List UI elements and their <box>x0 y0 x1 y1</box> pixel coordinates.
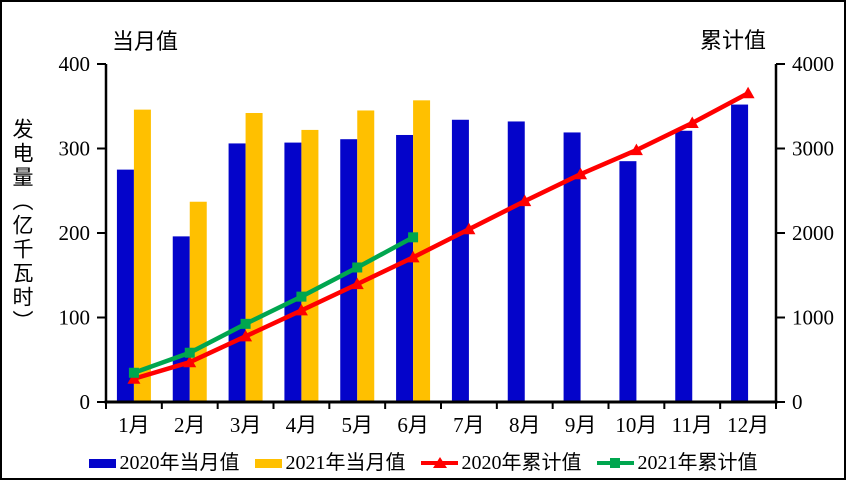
bar-2020年当月值-7月 <box>451 119 469 403</box>
marker-triangle-2020年累计值-6月 <box>406 250 420 263</box>
marker-triangle-2020年累计值-10月 <box>629 143 643 156</box>
legend-line-triangle-icon <box>420 456 458 470</box>
bar-2021年当月值-1月 <box>133 109 151 402</box>
right-axis-title: 累计值 <box>700 28 767 53</box>
legend-item-2020-monthly: 2020年当月值 <box>88 452 240 474</box>
x-tick-label-2月: 2月 <box>174 413 206 437</box>
right-tick-label-0: 0 <box>792 390 803 414</box>
bar-2021年当月值-5月 <box>357 110 375 402</box>
legend-label: 2020年当月值 <box>119 452 240 474</box>
x-tick-label-1月: 1月 <box>118 413 150 437</box>
x-tick-label-9月: 9月 <box>565 413 597 437</box>
marker-triangle-2020年累计值-9月 <box>574 167 588 180</box>
bar-2021年当月值-4月 <box>301 129 319 402</box>
marker-square-2021年累计值-6月 <box>408 232 419 243</box>
x-tick-label-4月: 4月 <box>286 413 318 437</box>
right-tick-label-1000: 1000 <box>792 306 834 330</box>
bar-2021年当月值-2月 <box>189 201 207 402</box>
x-tick-label-8月: 8月 <box>509 413 541 437</box>
left-tick-label-0: 0 <box>80 390 91 414</box>
left-axis-title: 当月值 <box>112 29 179 54</box>
left-tick-label-300: 300 <box>59 137 91 161</box>
x-tick-label-6月: 6月 <box>397 413 429 437</box>
marker-triangle-2020年累计值-8月 <box>518 194 532 207</box>
bar-2021年当月值-3月 <box>245 113 263 402</box>
marker-square-2021年累计值-4月 <box>296 291 307 302</box>
legend-item-2021-monthly: 2021年当月值 <box>254 452 406 474</box>
legend-bar-swatch-2021-icon <box>254 458 282 468</box>
bar-2020年当月值-6月 <box>396 134 414 403</box>
marker-triangle-2020年累计值-3月 <box>239 329 253 342</box>
marker-square-2021年累计值-1月 <box>128 367 139 378</box>
marker-square-2021年累计值-2月 <box>184 347 195 358</box>
legend-label: 2020年累计值 <box>461 452 582 474</box>
legend-item-2021-cumulative: 2021年累计值 <box>596 452 758 474</box>
x-tick-label-3月: 3月 <box>230 413 262 437</box>
left-tick-label-200: 200 <box>59 221 91 245</box>
right-tick-label-4000: 4000 <box>792 52 834 76</box>
bar-2020年当月值-4月 <box>284 142 302 402</box>
marker-triangle-2020年累计值-2月 <box>183 355 197 368</box>
x-tick-label-11月: 11月 <box>672 413 713 437</box>
marker-triangle-2020年累计值-5月 <box>350 277 364 290</box>
bar-2020年当月值-10月 <box>619 161 637 402</box>
left-tick-label-400: 400 <box>59 52 91 76</box>
right-tick-label-2000: 2000 <box>792 221 834 245</box>
legend-line-square-icon <box>596 456 634 470</box>
legend-label: 2021年累计值 <box>637 452 758 474</box>
marker-triangle-2020年累计值-7月 <box>462 222 476 235</box>
legend: 2020年当月值 2021年当月值 2020年累计值 2021年累计值 <box>2 450 844 476</box>
marker-triangle-2020年累计值-12月 <box>741 86 755 99</box>
bar-2020年当月值-12月 <box>731 104 749 402</box>
bar-2020年当月值-8月 <box>507 121 525 403</box>
line-2021年累计值 <box>131 235 416 376</box>
bar-2020年当月值-3月 <box>228 143 246 402</box>
right-tick-label-3000: 3000 <box>792 137 834 161</box>
legend-item-2020-cumulative: 2020年累计值 <box>420 452 582 474</box>
x-tick-label-12月: 12月 <box>727 413 769 437</box>
marker-triangle-2020年累计值-11月 <box>685 116 699 128</box>
x-tick-label-5月: 5月 <box>342 413 374 437</box>
legend-bar-swatch-2020-icon <box>88 458 116 468</box>
bar-2020年当月值-9月 <box>563 132 581 402</box>
marker-square-2021年累计值-3月 <box>240 318 251 329</box>
marker-triangle-2020年累计值-4月 <box>294 303 308 316</box>
bar-2020年当月值-11月 <box>675 130 693 402</box>
marker-triangle-2020年累计值-1月 <box>127 372 141 384</box>
bar-2020年当月值-2月 <box>172 236 190 402</box>
line-2020年累计值 <box>131 90 751 382</box>
marker-square-2021年累计值-5月 <box>352 262 363 273</box>
bar-2020年当月值-1月 <box>116 169 134 402</box>
x-tick-label-7月: 7月 <box>453 413 485 437</box>
left-tick-label-100: 100 <box>59 306 91 330</box>
x-tick-label-10月: 10月 <box>615 413 657 437</box>
legend-label: 2021年当月值 <box>285 452 406 474</box>
y-axis-title: 发电量（亿千瓦时） <box>10 118 34 334</box>
